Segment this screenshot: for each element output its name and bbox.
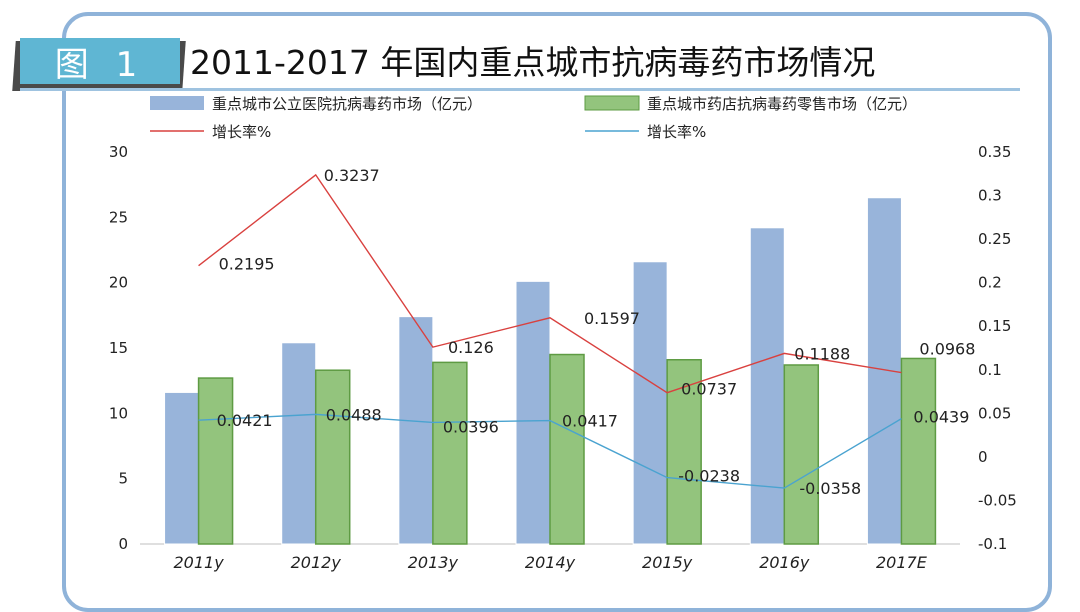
hospital-bar xyxy=(632,261,668,545)
hospital-bar xyxy=(866,197,902,545)
blue-data-label: 0.0439 xyxy=(913,408,969,427)
y-right-tick-label: 0.2 xyxy=(978,274,1002,292)
hospital-bar xyxy=(749,227,785,545)
y-right-tick-label: 0.1 xyxy=(978,361,1002,379)
y-left-tick-label: 30 xyxy=(109,143,128,161)
combo-chart: 0 5 10 15 20 25 30 -0.1 -0.05 0 0.05 0.1 0.15 0.2 0.25… xyxy=(109,95,1017,572)
blue-data-label: 0.0421 xyxy=(217,411,273,430)
hospital-bar xyxy=(281,342,317,545)
title-divider xyxy=(20,88,1020,91)
x-tick-label: 2013y xyxy=(408,553,459,572)
legend-swatch-pharmacy xyxy=(584,95,640,111)
x-tick-label: 2011y xyxy=(173,553,224,572)
y-left-tick-label: 5 xyxy=(118,470,128,488)
legend-label-blue-line: 增长率% xyxy=(647,123,706,141)
red-data-label: 0.0737 xyxy=(681,380,737,399)
blue-data-label: 0.0488 xyxy=(326,405,382,424)
chart-title: 2011-2017 年国内重点城市抗病毒药市场情况 xyxy=(190,43,876,82)
y-right-tick-label: 0.3 xyxy=(978,187,1002,205)
blue-growth-line xyxy=(198,413,902,489)
y-left-tick-label: 10 xyxy=(109,404,128,422)
hospital-bar xyxy=(164,391,200,545)
red-data-label: 0.0968 xyxy=(919,340,975,359)
blue-data-label: 0.0417 xyxy=(562,412,618,431)
legend-label-pharmacy: 重点城市药店抗病毒药零售市场（亿元） xyxy=(647,95,917,113)
x-tick-label: 2016y xyxy=(759,553,810,572)
y-right-tick-label: 0 xyxy=(978,448,988,466)
hospital-bar xyxy=(398,316,434,545)
pharmacy-bar xyxy=(900,357,937,545)
y-left-tick-label: 15 xyxy=(109,339,128,357)
pharmacy-bar xyxy=(197,377,234,545)
blue-data-label: -0.0358 xyxy=(799,479,861,498)
legend-label-hospital: 重点城市公立医院抗病毒药市场（亿元） xyxy=(212,95,482,113)
pharmacy-bar xyxy=(314,369,351,545)
legend-label-red-line: 增长率% xyxy=(212,123,271,141)
pharmacy-bar xyxy=(783,364,820,545)
y-right-tick-label: 0.15 xyxy=(978,317,1011,335)
x-tick-label: 2015y xyxy=(642,553,693,572)
y-left-tick-label: 20 xyxy=(109,274,128,292)
y-left-tick-label: 0 xyxy=(118,535,128,553)
pharmacy-bar xyxy=(432,361,468,545)
y-right-tick-label: 0.25 xyxy=(978,230,1011,248)
blue-data-label: -0.0238 xyxy=(678,467,740,486)
y-right-tick-label: -0.1 xyxy=(978,535,1007,553)
hospital-bar xyxy=(515,280,551,545)
x-tick-label: 2014y xyxy=(525,553,576,572)
red-data-label: 0.3237 xyxy=(324,166,380,185)
red-data-label: 0.1188 xyxy=(794,344,850,363)
y-right-tick-label: 0.35 xyxy=(978,143,1011,161)
y-left-tick-label: 25 xyxy=(109,208,128,226)
pharmacy-bar xyxy=(549,353,585,545)
red-data-label: 0.126 xyxy=(448,338,494,357)
red-data-label: 0.1597 xyxy=(584,309,640,328)
x-tick-label: 2012y xyxy=(291,553,342,572)
figure-badge: 图 1 xyxy=(20,38,180,85)
y-right-tick-label: -0.05 xyxy=(978,491,1017,509)
x-tick-label: 2017E xyxy=(876,553,928,572)
y-right-tick-label: 0.05 xyxy=(978,404,1011,422)
legend-swatch-hospital xyxy=(150,96,204,110)
red-growth-line xyxy=(198,173,902,394)
blue-data-label: 0.0396 xyxy=(443,417,499,436)
figure-badge-label: 图 1 xyxy=(54,44,146,85)
red-data-label: 0.2195 xyxy=(219,255,275,274)
